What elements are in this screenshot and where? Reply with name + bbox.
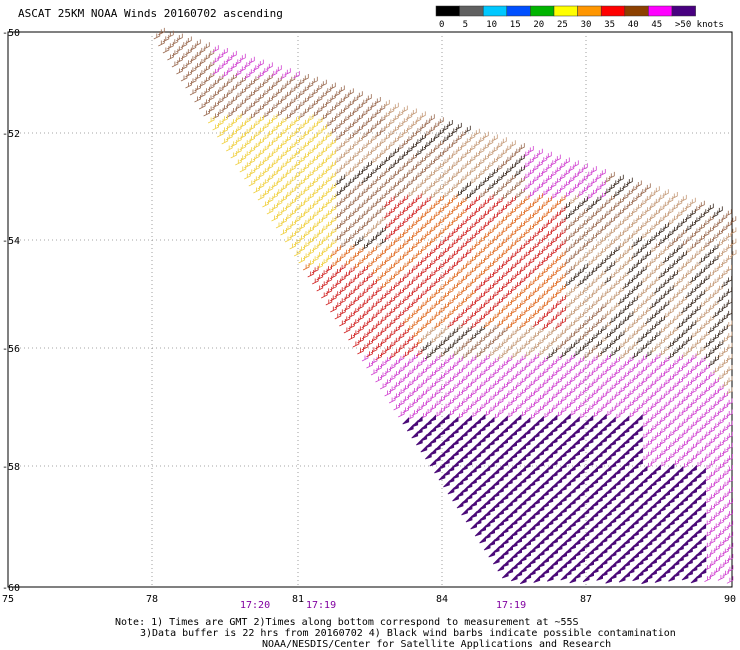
legend-label: >50 knots: [675, 20, 724, 30]
legend-label: 20: [533, 20, 544, 30]
legend-swatch: [671, 5, 696, 17]
legend-label: 35: [604, 20, 615, 30]
y-tick-label: -50: [2, 28, 20, 39]
legend-label: 15: [510, 20, 521, 30]
legend-label: 0: [439, 20, 444, 30]
note-line-2: 3)Data buffer is 22 hrs from 20160702 4)…: [140, 628, 676, 639]
legend-swatch: [577, 5, 602, 17]
legend-swatch: [530, 5, 555, 17]
legend-swatch: [600, 5, 626, 17]
wind-barbs: [153, 27, 737, 585]
legend-label: 30: [581, 20, 592, 30]
x-tick-label: 75: [2, 594, 14, 605]
wind-barb-group: [153, 27, 737, 360]
y-tick-label: -54: [2, 236, 20, 247]
legend-swatch: [506, 5, 531, 17]
wind-barb-group: [402, 413, 707, 585]
legend-swatch: [435, 5, 460, 17]
legend-label: 45: [651, 20, 662, 30]
y-axis-ticks: -50 -52 -54 -56 -58 -60: [2, 28, 20, 594]
x-tick-label: 87: [580, 594, 592, 605]
legend-swatch: [648, 5, 673, 17]
wind-barb-group: [334, 120, 733, 367]
legend-swatch: [459, 5, 484, 17]
x-tick-label: 78: [146, 594, 158, 605]
x-tick-label: 81: [292, 594, 304, 605]
wind-barb-group: [333, 99, 737, 395]
time-label-3: 17:19: [496, 600, 526, 611]
wind-barb-group: [212, 45, 734, 584]
y-tick-label: -60: [2, 583, 20, 594]
y-tick-label: -52: [2, 129, 20, 140]
legend-label: 25: [557, 20, 568, 30]
y-tick-label: -56: [2, 344, 20, 355]
legend-label: 40: [628, 20, 639, 30]
legend-swatch: [624, 5, 649, 17]
legend-label: 5: [463, 20, 468, 30]
wind-barb-group: [302, 193, 566, 346]
x-axis-ticks: 75 78 81 84 87 90: [2, 594, 736, 605]
wind-barb-group: [307, 193, 566, 361]
legend: 0 5 10 15 20 25 30 35 40 45 >50 knots: [435, 5, 724, 30]
legend-swatch: [553, 5, 578, 17]
x-tick-label: 84: [436, 594, 448, 605]
time-label-1: 17:20: [240, 600, 270, 611]
grid: [7, 31, 733, 588]
y-tick-label: -58: [2, 462, 20, 473]
x-tick-label: 90: [724, 594, 736, 605]
note-line-1: Note: 1) Times are GMT 2)Times along bot…: [115, 617, 579, 628]
note-line-3: NOAA/NESDIS/Center for Satellite Applica…: [262, 639, 611, 650]
legend-swatch: [482, 5, 508, 17]
time-label-2: 17:19: [306, 600, 336, 611]
wind-barb-group: [207, 113, 337, 270]
chart-title: ASCAT 25KM NOAA Winds 20160702 ascending: [18, 7, 283, 20]
legend-label: 10: [486, 20, 497, 30]
